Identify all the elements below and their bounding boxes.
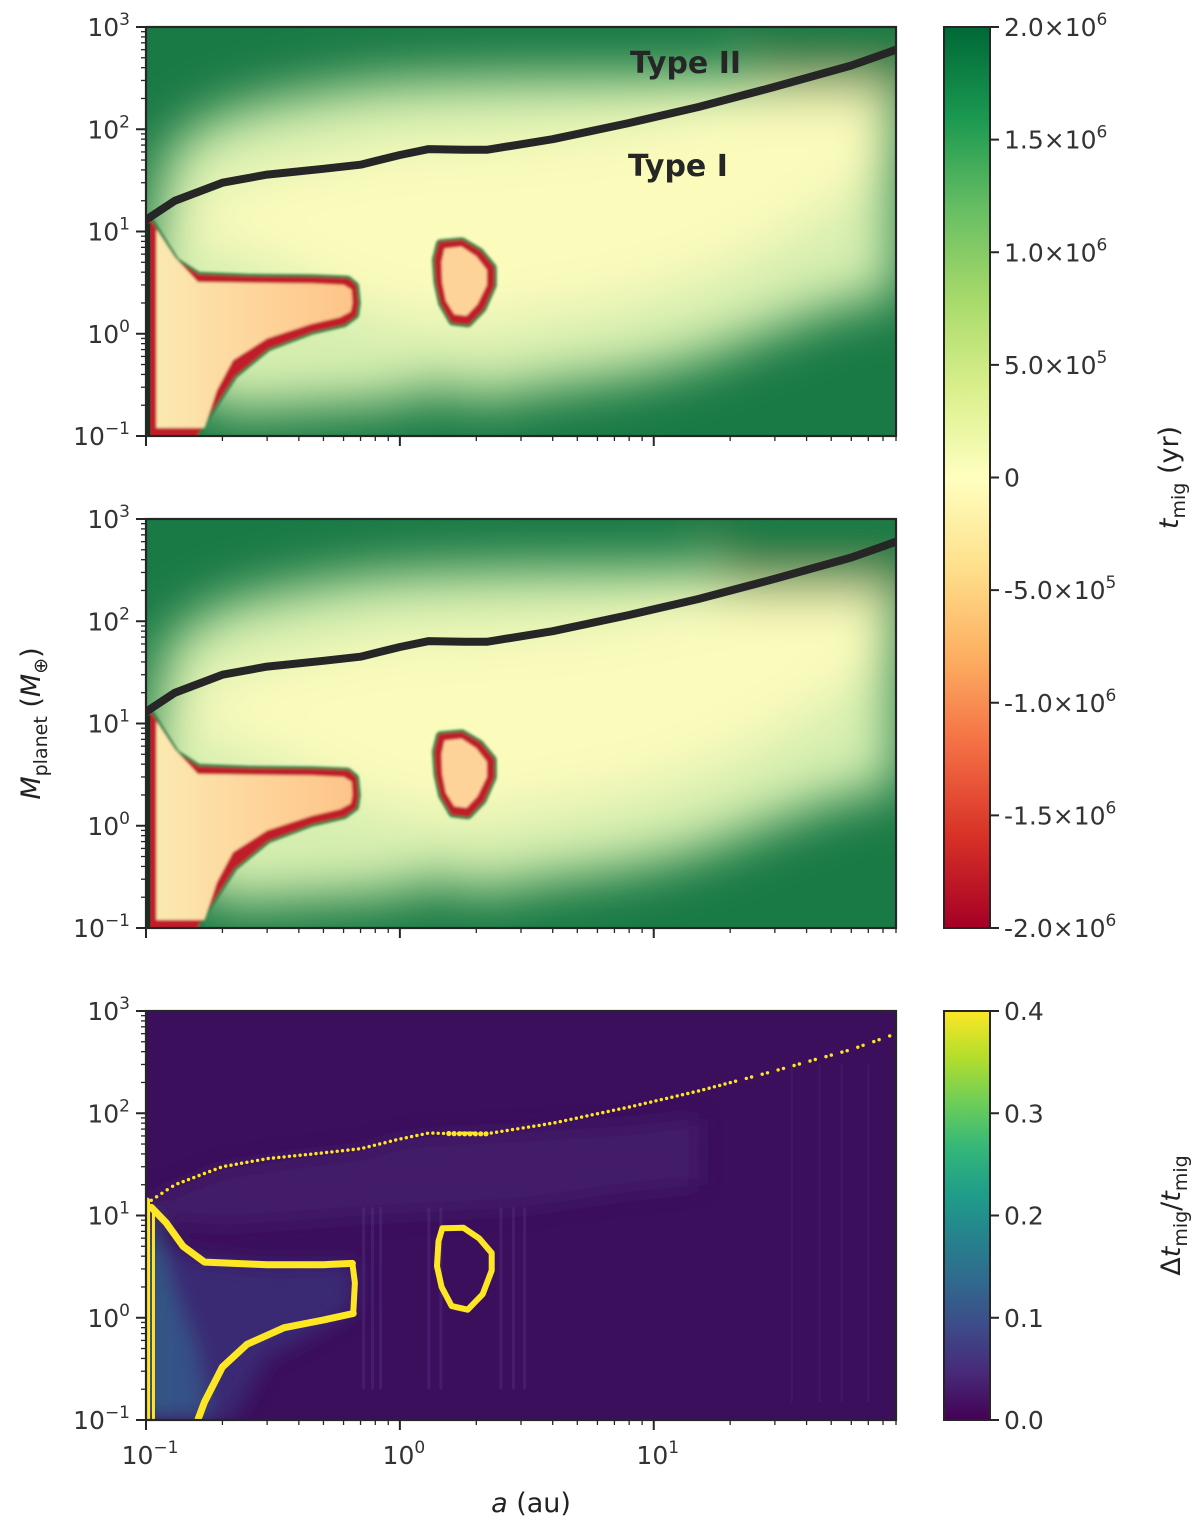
tongue-contour-end (349, 1260, 358, 1317)
colorbar-diff (943, 1010, 999, 1421)
y-tick-label: 103 (87, 502, 130, 534)
tongue-contour-upper (147, 1203, 356, 1269)
tongue-contour-lower (194, 1310, 357, 1420)
y-tick-label: 10−1 (73, 911, 130, 943)
colorbar-tick-label: 2.0×106 (1004, 10, 1107, 42)
y-tick-label: 102 (87, 1096, 130, 1128)
heatmap-bottom (146, 1011, 896, 1420)
heatmap-top (146, 27, 896, 436)
y-tick-label: 101 (87, 1199, 130, 1231)
island-contour (434, 1224, 495, 1313)
axes-top (136, 25, 898, 446)
y-axis-label: Mplanet (M⊕) (16, 647, 52, 799)
colorbar-tick-label: -1.5×106 (1004, 798, 1116, 830)
colorbar-tick-label: -1.0×106 (1004, 686, 1116, 718)
y-tick-label: 101 (87, 707, 130, 739)
colorbar-tmig (943, 26, 999, 929)
y-tick-label: 103 (87, 10, 130, 42)
colorbar-tick-label: 5.0×105 (1004, 348, 1107, 380)
colorbar-tick-label: 0 (1004, 464, 1020, 493)
colorbar-tick-label: 0.4 (1004, 997, 1044, 1026)
y-tick-label: 102 (87, 112, 130, 144)
type-transition-curve (146, 45, 896, 224)
axes-bottom (136, 1009, 898, 1430)
y-tick-label: 103 (87, 994, 130, 1026)
annotation-type-i: Type I (628, 149, 728, 184)
transition-dots (146, 1034, 892, 1206)
x-axis-label: a (au) (491, 1488, 571, 1519)
x-tick-label: 100 (383, 1438, 426, 1470)
island-core (441, 246, 487, 316)
colorbar-tick-label: -5.0×105 (1004, 573, 1116, 605)
colorbar-tick-label: 0.3 (1004, 1099, 1044, 1128)
colorbar-gradient (943, 1010, 991, 1421)
y-tick-label: 100 (87, 1301, 130, 1333)
axes-middle (136, 517, 898, 938)
colorbar-tick-label: -2.0×106 (1004, 911, 1116, 943)
inward-core (156, 229, 353, 428)
y-tick-label: 100 (87, 317, 130, 349)
heatmap-middle (146, 519, 896, 928)
y-tick-label: 101 (87, 215, 130, 247)
x-tick-label: 101 (636, 1438, 679, 1470)
colorbar-label: Δtmig/tmig (1156, 1155, 1192, 1276)
island-core (441, 738, 487, 808)
colorbar-tick-label: 1.5×106 (1004, 123, 1107, 155)
x-tick-label: 10−1 (122, 1438, 179, 1470)
colorbar-label: tmig (yr) (1154, 426, 1190, 529)
y-tick-label: 100 (87, 809, 130, 841)
colorbar-gradient (943, 26, 991, 929)
colorbar-tick-label: 0.2 (1004, 1202, 1044, 1231)
y-tick-label: 10−1 (73, 1403, 130, 1435)
colorbar-tick-label: 1.0×106 (1004, 235, 1107, 267)
type-transition-curve (146, 537, 896, 716)
annotation-type-ii: Type II (630, 46, 741, 81)
inward-core (156, 721, 353, 920)
y-tick-label: 102 (87, 604, 130, 636)
colorbar-tick-label: 0.0 (1004, 1406, 1044, 1435)
colorbar-tick-label: 0.1 (1004, 1304, 1044, 1333)
y-tick-label: 10−1 (73, 419, 130, 451)
